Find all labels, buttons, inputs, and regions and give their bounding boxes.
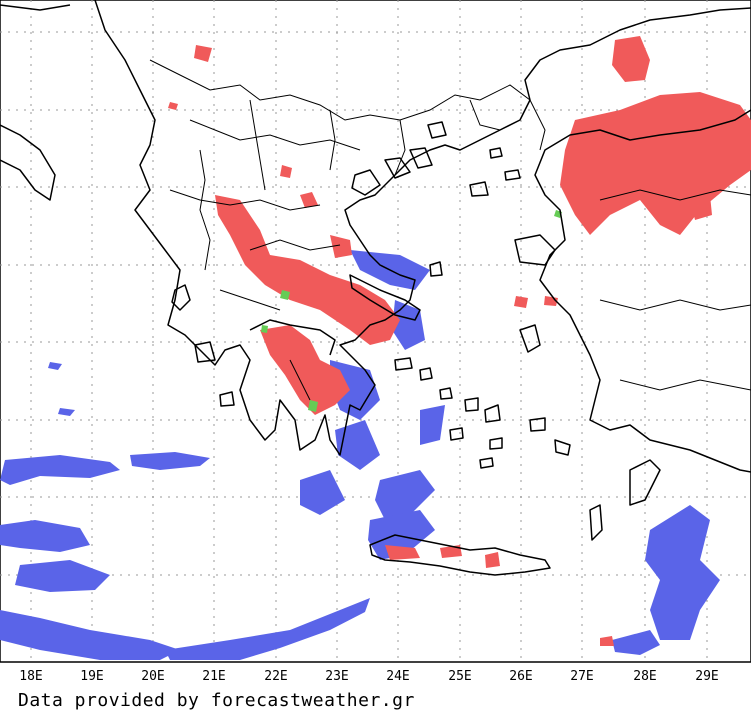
country-borders: [149, 59, 751, 401]
longitude-label: 26E: [509, 669, 532, 684]
longitude-label: 27E: [570, 669, 593, 684]
longitude-label: 21E: [202, 669, 225, 684]
longitude-label: 24E: [386, 669, 409, 684]
longitude-label: 18E: [19, 669, 42, 684]
coastlines: [0, 0, 751, 576]
data-credit: Data provided by forecastweather.gr: [18, 690, 415, 711]
rain-areas: [0, 250, 720, 660]
longitude-label: 20E: [141, 669, 164, 684]
longitude-label: 19E: [80, 669, 103, 684]
longitude-label: 25E: [448, 669, 471, 684]
heavy-precip-areas: [168, 36, 751, 646]
mixed-precip-areas: [261, 210, 562, 412]
longitude-label: 28E: [633, 669, 656, 684]
longitude-label: 23E: [325, 669, 348, 684]
longitude-labels: 18E 19E 20E 21E 22E 23E 24E 25E 26E 27E 28E 29E: [19, 669, 718, 684]
longitude-label: 29E: [695, 669, 718, 684]
longitude-label: 22E: [264, 669, 287, 684]
